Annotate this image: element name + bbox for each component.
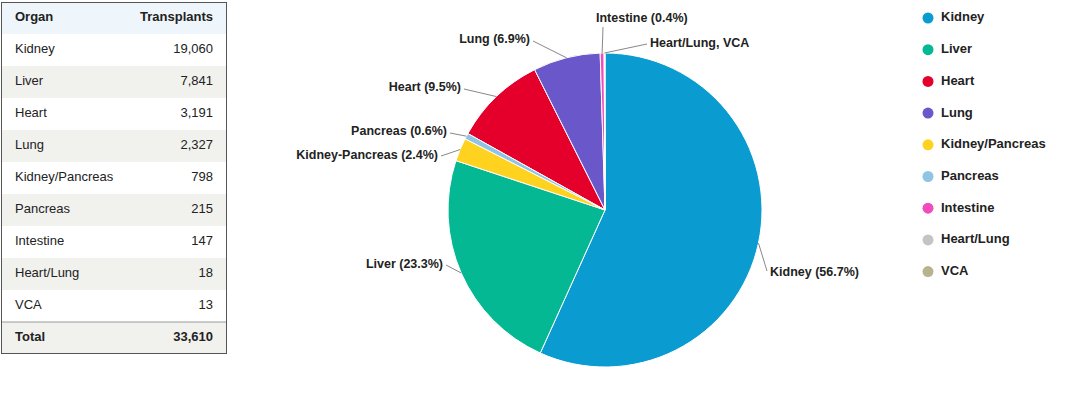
legend-label: Heart <box>941 73 975 88</box>
table-row-bg <box>1 290 227 322</box>
data-label: Pancreas (0.6%) <box>351 124 447 138</box>
table-cell: 18 <box>199 265 213 280</box>
table-rule <box>1 322 227 323</box>
legend-swatch <box>923 13 934 24</box>
pie-slice <box>604 53 606 210</box>
legend: Kidney Liver Heart Lung Kidney/Pancreas Pancr… <box>923 9 1046 278</box>
legend-swatch <box>923 266 934 277</box>
table-cell: 215 <box>191 201 213 216</box>
pie-slice <box>600 53 605 210</box>
table-cell: 19,060 <box>173 41 213 56</box>
table: Organ Transplants Kidney 19,060 Liver 7,841 He… <box>1 2 227 354</box>
table-row-bg <box>1 194 227 226</box>
table-cell: Total <box>15 329 45 344</box>
table-row-bg <box>1 34 227 66</box>
data-label: Liver (23.3%) <box>366 257 443 271</box>
leader-line <box>604 44 647 53</box>
legend-label: Heart/Lung <box>941 231 1010 246</box>
leader-line <box>441 150 460 156</box>
data-label: Kidney (56.7%) <box>770 265 859 279</box>
legend-swatch <box>923 203 934 214</box>
legend-label: Kidney <box>941 9 985 24</box>
table-row-bg <box>1 258 227 290</box>
legend-label: Intestine <box>941 200 994 215</box>
legend-label: Lung <box>941 105 973 120</box>
legend-swatch <box>923 139 934 150</box>
table-cell: Organ <box>15 9 53 24</box>
pie-slice <box>465 134 605 210</box>
data-label: Intestine (0.4%) <box>596 11 688 25</box>
table-cell: Intestine <box>15 233 64 248</box>
table-row-bg <box>1 226 227 258</box>
leader-line <box>446 265 461 273</box>
legend-label: Pancreas <box>941 168 999 183</box>
table-cell: 33,610 <box>173 329 213 344</box>
leader-line <box>464 89 496 97</box>
table-row-bg <box>1 2 227 34</box>
legend-swatch <box>923 171 934 182</box>
table-cell: 798 <box>191 169 213 184</box>
legend-swatch <box>923 234 934 245</box>
table-cell: Kidney/Pancreas <box>15 169 114 184</box>
table-row-bg <box>1 98 227 130</box>
pie-slice <box>604 53 605 210</box>
leader-line <box>758 243 767 271</box>
pie <box>448 53 762 367</box>
data-labels: Kidney (56.7%) Liver (23.3%) Heart (9.5%) L… <box>296 11 859 279</box>
chart: Organ Transplants Kidney 19,060 Liver 7,841 He… <box>0 0 1075 397</box>
table-cell: 13 <box>199 297 213 312</box>
legend-swatch <box>923 44 934 55</box>
table-cell: 3,191 <box>180 105 213 120</box>
table-row-bg <box>1 66 227 98</box>
legend-label: Liver <box>941 41 972 56</box>
table-cell: 147 <box>191 233 213 248</box>
leader-line <box>602 27 604 53</box>
legend-label: VCA <box>941 263 969 278</box>
table-row-bg <box>1 162 227 194</box>
legend-label: Kidney/Pancreas <box>941 136 1046 151</box>
data-label: Lung (6.9%) <box>459 32 530 46</box>
table-row-bg <box>1 322 227 354</box>
table-cell: VCA <box>15 297 42 312</box>
data-label: Kidney-Pancreas (2.4%) <box>296 148 438 162</box>
leader-line <box>450 133 466 136</box>
table-cell: Lung <box>15 137 44 152</box>
table-cell: Liver <box>15 73 44 88</box>
table-row-bg <box>1 130 227 162</box>
pie-slice <box>456 139 605 210</box>
legend-swatch <box>923 108 934 119</box>
table-cell: Heart/Lung <box>15 265 79 280</box>
table-cell: Pancreas <box>15 201 70 216</box>
table-cell: 7,841 <box>180 73 213 88</box>
legend-swatch <box>923 76 934 87</box>
table-cell: Transplants <box>140 9 213 24</box>
table-border <box>2 3 227 354</box>
table-cell: Kidney <box>15 41 55 56</box>
leader-line <box>533 41 566 58</box>
data-label: Heart/Lung, VCA <box>650 36 749 50</box>
table-cell: 2,327 <box>180 137 213 152</box>
table-cell: Heart <box>15 105 47 120</box>
data-label: Heart (9.5%) <box>389 80 461 94</box>
